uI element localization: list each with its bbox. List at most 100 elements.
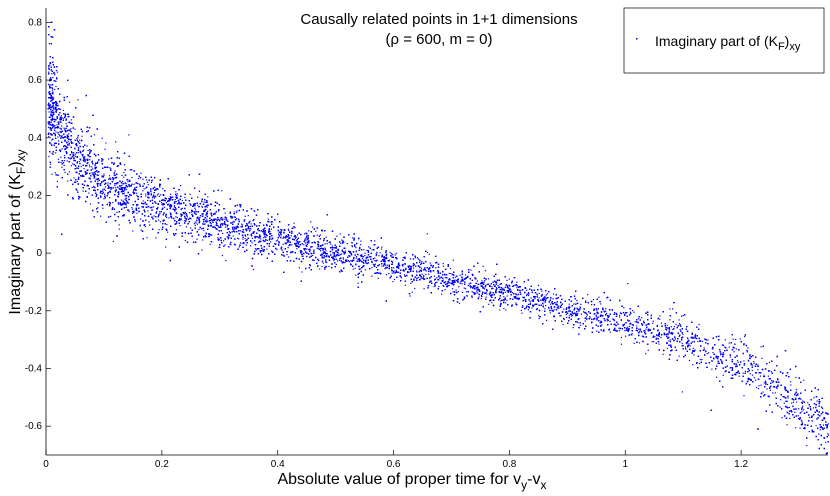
- scatter-point: [409, 272, 410, 273]
- scatter-point: [89, 166, 90, 167]
- scatter-point: [360, 241, 361, 242]
- scatter-point: [795, 377, 796, 378]
- scatter-point: [376, 267, 377, 268]
- scatter-point: [112, 202, 113, 203]
- scatter-point: [374, 260, 375, 261]
- scatter-point: [149, 224, 150, 225]
- scatter-point: [769, 362, 770, 363]
- scatter-point: [506, 300, 507, 301]
- scatter-point: [288, 230, 289, 231]
- scatter-point: [162, 188, 163, 189]
- scatter-point: [341, 239, 342, 240]
- scatter-point: [356, 258, 357, 259]
- scatter-point: [794, 412, 795, 413]
- scatter-point: [156, 211, 157, 212]
- scatter-point: [302, 271, 303, 272]
- scatter-point: [151, 193, 152, 194]
- scatter-point: [610, 332, 611, 333]
- scatter-point: [342, 240, 343, 241]
- scatter-point: [236, 218, 237, 219]
- scatter-point: [78, 148, 79, 149]
- scatter-point: [202, 207, 203, 208]
- scatter-point: [729, 347, 730, 348]
- scatter-point: [52, 116, 53, 117]
- scatter-point: [699, 363, 700, 364]
- scatter-point: [752, 370, 753, 371]
- scatter-point: [680, 329, 681, 330]
- scatter-point: [436, 277, 437, 278]
- scatter-point: [194, 208, 195, 209]
- scatter-point: [449, 285, 450, 286]
- scatter-point: [230, 211, 231, 212]
- scatter-point: [145, 194, 146, 195]
- scatter-point: [53, 108, 54, 109]
- scatter-point: [471, 296, 472, 297]
- scatter-point: [716, 377, 717, 378]
- scatter-point: [121, 200, 122, 201]
- scatter-point: [403, 257, 404, 258]
- scatter-point: [68, 141, 69, 142]
- scatter-point: [119, 224, 120, 225]
- scatter-point: [109, 175, 110, 176]
- scatter-point: [491, 288, 492, 289]
- scatter-point: [410, 283, 411, 284]
- scatter-point: [458, 286, 459, 287]
- scatter-point: [211, 223, 212, 224]
- scatter-point: [443, 266, 444, 267]
- scatter-point: [141, 230, 142, 231]
- scatter-point: [629, 326, 630, 327]
- scatter-point: [333, 260, 334, 261]
- scatter-point: [196, 211, 197, 212]
- scatter-point: [372, 249, 373, 250]
- scatter-point: [75, 156, 76, 157]
- scatter-point: [201, 250, 202, 251]
- scatter-point: [679, 356, 680, 357]
- scatter-point: [224, 219, 225, 220]
- scatter-point: [124, 164, 125, 165]
- scatter-point: [340, 243, 341, 244]
- scatter-point: [122, 181, 123, 182]
- scatter-point: [761, 358, 762, 359]
- scatter-point: [803, 409, 804, 410]
- scatter-point: [404, 274, 405, 275]
- scatter-point: [175, 197, 176, 198]
- scatter-point: [376, 255, 377, 256]
- scatter-point: [269, 231, 270, 232]
- scatter-point: [618, 328, 619, 329]
- scatter-point: [266, 249, 267, 250]
- scatter-point: [153, 215, 154, 216]
- scatter-point: [777, 378, 778, 379]
- scatter-point: [500, 300, 501, 301]
- scatter-point: [798, 408, 799, 409]
- scatter-point: [753, 363, 754, 364]
- scatter-point: [323, 263, 324, 264]
- scatter-point: [803, 428, 804, 429]
- scatter-point: [585, 300, 586, 301]
- scatter-point: [497, 285, 498, 286]
- scatter-point: [566, 314, 567, 315]
- scatter-point: [283, 255, 284, 256]
- scatter-point: [505, 309, 506, 310]
- scatter-point: [180, 185, 181, 186]
- scatter-point: [789, 418, 790, 419]
- scatter-point: [448, 281, 449, 282]
- scatter-point: [505, 292, 506, 293]
- scatter-point: [817, 418, 818, 419]
- scatter-point: [340, 254, 341, 255]
- scatter-point: [544, 297, 545, 298]
- scatter-point: [546, 294, 547, 295]
- scatter-point: [332, 246, 333, 247]
- scatter-point: [155, 237, 156, 238]
- scatter-point: [521, 310, 522, 311]
- scatter-point: [632, 333, 633, 334]
- scatter-point: [733, 339, 734, 340]
- scatter-point: [378, 278, 379, 279]
- scatter-point: [57, 136, 58, 137]
- scatter-point: [55, 86, 56, 87]
- scatter-point: [319, 268, 320, 269]
- scatter-point: [260, 250, 261, 251]
- scatter-point: [191, 212, 192, 213]
- scatter-point: [102, 204, 103, 205]
- scatter-point: [393, 272, 394, 273]
- scatter-point: [182, 200, 183, 201]
